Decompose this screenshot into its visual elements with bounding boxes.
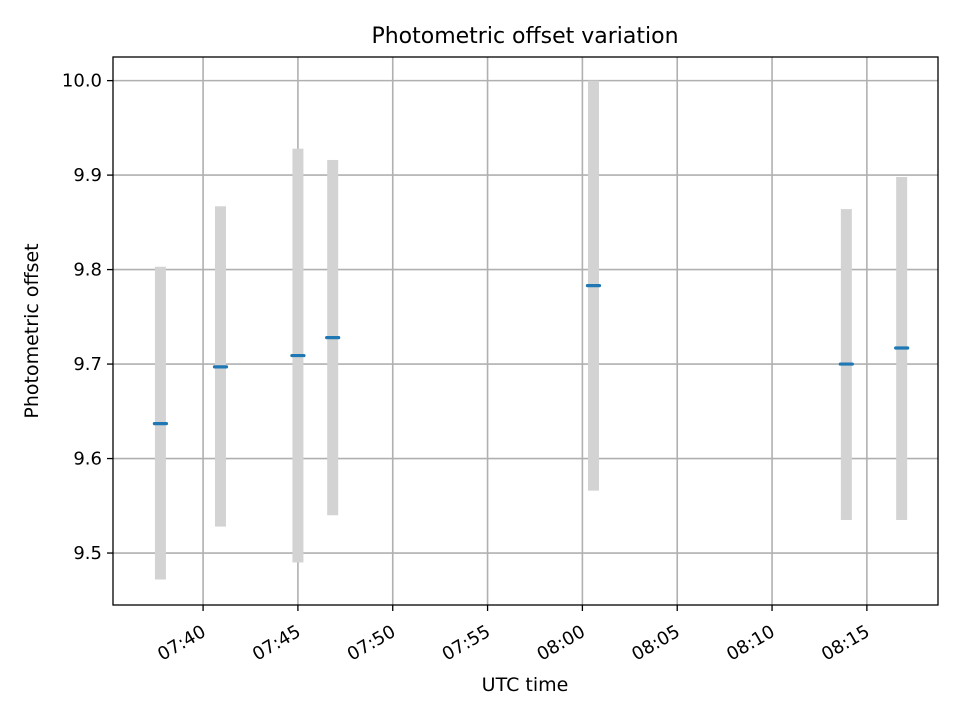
y-tick-label: 10.0 (62, 71, 102, 92)
y-tick-label: 9.6 (73, 449, 102, 470)
y-tick-label: 9.8 (73, 260, 102, 281)
chart-title: Photometric offset variation (371, 24, 678, 49)
grid (113, 57, 938, 605)
plot-area (113, 57, 938, 605)
y-tick-label: 9.9 (73, 165, 102, 186)
plot-frame (112, 56, 939, 606)
y-tick-label: 9.7 (73, 354, 102, 375)
y-axis-label: Photometric offset (21, 243, 43, 418)
x-axis-label: UTC time (482, 674, 569, 696)
data-points (152, 284, 910, 426)
y-tick-label: 9.5 (73, 543, 102, 564)
y-axis-ticks: 9.5 9.6 9.7 9.8 9.9 10.0 (62, 71, 113, 564)
